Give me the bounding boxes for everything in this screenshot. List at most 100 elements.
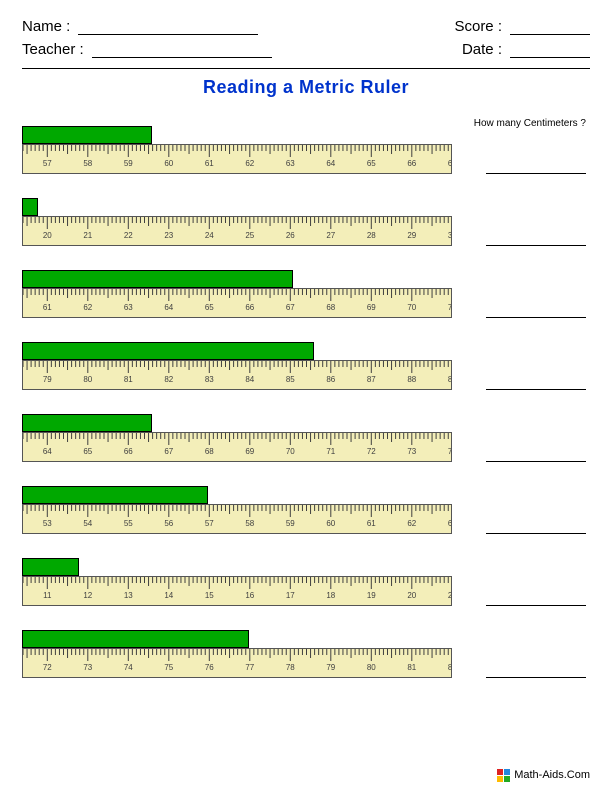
svg-text:76: 76 (205, 663, 214, 672)
problem-row: 7273747576777879808182 (22, 630, 590, 680)
svg-text:60: 60 (326, 519, 335, 528)
svg-text:14: 14 (164, 591, 173, 600)
svg-text:64: 64 (326, 159, 335, 168)
date-label: Date : (462, 41, 502, 58)
svg-text:77: 77 (245, 663, 254, 672)
svg-text:21: 21 (83, 231, 92, 240)
svg-text:57: 57 (43, 159, 52, 168)
ruler-zone: 7980818283848586878889 (22, 342, 452, 392)
svg-text:26: 26 (286, 231, 295, 240)
svg-text:82: 82 (164, 375, 173, 384)
ruler: 6465666768697071727374 (22, 432, 452, 462)
svg-text:63: 63 (286, 159, 295, 168)
ruler: 7273747576777879808182 (22, 648, 452, 678)
svg-text:63: 63 (448, 519, 452, 528)
teacher-field: Teacher : (22, 41, 272, 58)
svg-text:56: 56 (164, 519, 173, 528)
problem-row: 2021222324252627282930 (22, 198, 590, 248)
header-row-1: Name : Score : (22, 18, 590, 35)
svg-text:62: 62 (407, 519, 416, 528)
problem-row: 6162636465666768697071 (22, 270, 590, 320)
name-label: Name : (22, 18, 70, 35)
svg-text:78: 78 (286, 663, 295, 672)
ruler: 5758596061626364656667 (22, 144, 452, 174)
ruler-zone: 2021222324252627282930 (22, 198, 452, 248)
measure-bar (22, 486, 208, 504)
svg-text:24: 24 (205, 231, 214, 240)
svg-text:74: 74 (448, 447, 452, 456)
ruler: 7980818283848586878889 (22, 360, 452, 390)
svg-text:62: 62 (83, 303, 92, 312)
score-field: Score : (454, 18, 590, 35)
ruler-zone: 1112131415161718192021 (22, 558, 452, 608)
svg-text:62: 62 (245, 159, 254, 168)
measure-bar (22, 126, 152, 144)
footer-text: Math-Aids.Com (514, 769, 590, 781)
svg-text:68: 68 (326, 303, 335, 312)
svg-text:84: 84 (245, 375, 254, 384)
problem-row: 5758596061626364656667 (22, 126, 590, 176)
svg-text:64: 64 (43, 447, 52, 456)
svg-text:58: 58 (83, 159, 92, 168)
ruler-zone: 6465666768697071727374 (22, 414, 452, 464)
measure-bar (22, 342, 314, 360)
measure-bar (22, 270, 293, 288)
answer-blank[interactable] (486, 376, 586, 390)
answer-blank[interactable] (486, 664, 586, 678)
svg-text:12: 12 (83, 591, 92, 600)
score-blank[interactable] (510, 19, 590, 35)
answer-blank[interactable] (486, 232, 586, 246)
svg-text:71: 71 (448, 303, 452, 312)
svg-text:65: 65 (205, 303, 214, 312)
svg-text:65: 65 (367, 159, 376, 168)
answer-blank[interactable] (486, 304, 586, 318)
ruler: 6162636465666768697071 (22, 288, 452, 318)
svg-text:21: 21 (448, 591, 452, 600)
svg-text:58: 58 (245, 519, 254, 528)
date-blank[interactable] (510, 42, 590, 58)
svg-text:88: 88 (407, 375, 416, 384)
problem-row: 7980818283848586878889 (22, 342, 590, 392)
ruler: 5354555657585960616263 (22, 504, 452, 534)
svg-text:23: 23 (164, 231, 173, 240)
svg-text:79: 79 (326, 663, 335, 672)
svg-text:54: 54 (83, 519, 92, 528)
answer-column-header: How many Centimeters ? (474, 118, 586, 129)
svg-text:63: 63 (124, 303, 133, 312)
header-divider (22, 68, 590, 69)
svg-text:75: 75 (164, 663, 173, 672)
header-row-2: Teacher : Date : (22, 41, 590, 58)
answer-blank[interactable] (486, 592, 586, 606)
ruler-zone: 7273747576777879808182 (22, 630, 452, 680)
svg-text:72: 72 (43, 663, 52, 672)
svg-text:11: 11 (43, 591, 52, 600)
svg-text:73: 73 (407, 447, 416, 456)
svg-text:67: 67 (286, 303, 295, 312)
name-blank[interactable] (78, 19, 258, 35)
svg-text:71: 71 (326, 447, 335, 456)
svg-text:80: 80 (83, 375, 92, 384)
answer-blank[interactable] (486, 448, 586, 462)
svg-text:85: 85 (286, 375, 295, 384)
name-field: Name : (22, 18, 258, 35)
svg-text:53: 53 (43, 519, 52, 528)
ruler: 1112131415161718192021 (22, 576, 452, 606)
teacher-blank[interactable] (92, 42, 272, 58)
measure-bar (22, 630, 249, 648)
svg-text:19: 19 (367, 591, 376, 600)
problem-row: 5354555657585960616263 (22, 486, 590, 536)
svg-text:82: 82 (448, 663, 452, 672)
svg-text:66: 66 (124, 447, 133, 456)
answer-blank[interactable] (486, 160, 586, 174)
measure-bar (22, 198, 38, 216)
ruler-zone: 5758596061626364656667 (22, 126, 452, 176)
svg-text:55: 55 (124, 519, 133, 528)
svg-text:70: 70 (286, 447, 295, 456)
ruler: 2021222324252627282930 (22, 216, 452, 246)
date-field: Date : (462, 41, 590, 58)
svg-text:59: 59 (286, 519, 295, 528)
svg-text:73: 73 (83, 663, 92, 672)
svg-text:65: 65 (83, 447, 92, 456)
answer-blank[interactable] (486, 520, 586, 534)
svg-text:59: 59 (124, 159, 133, 168)
